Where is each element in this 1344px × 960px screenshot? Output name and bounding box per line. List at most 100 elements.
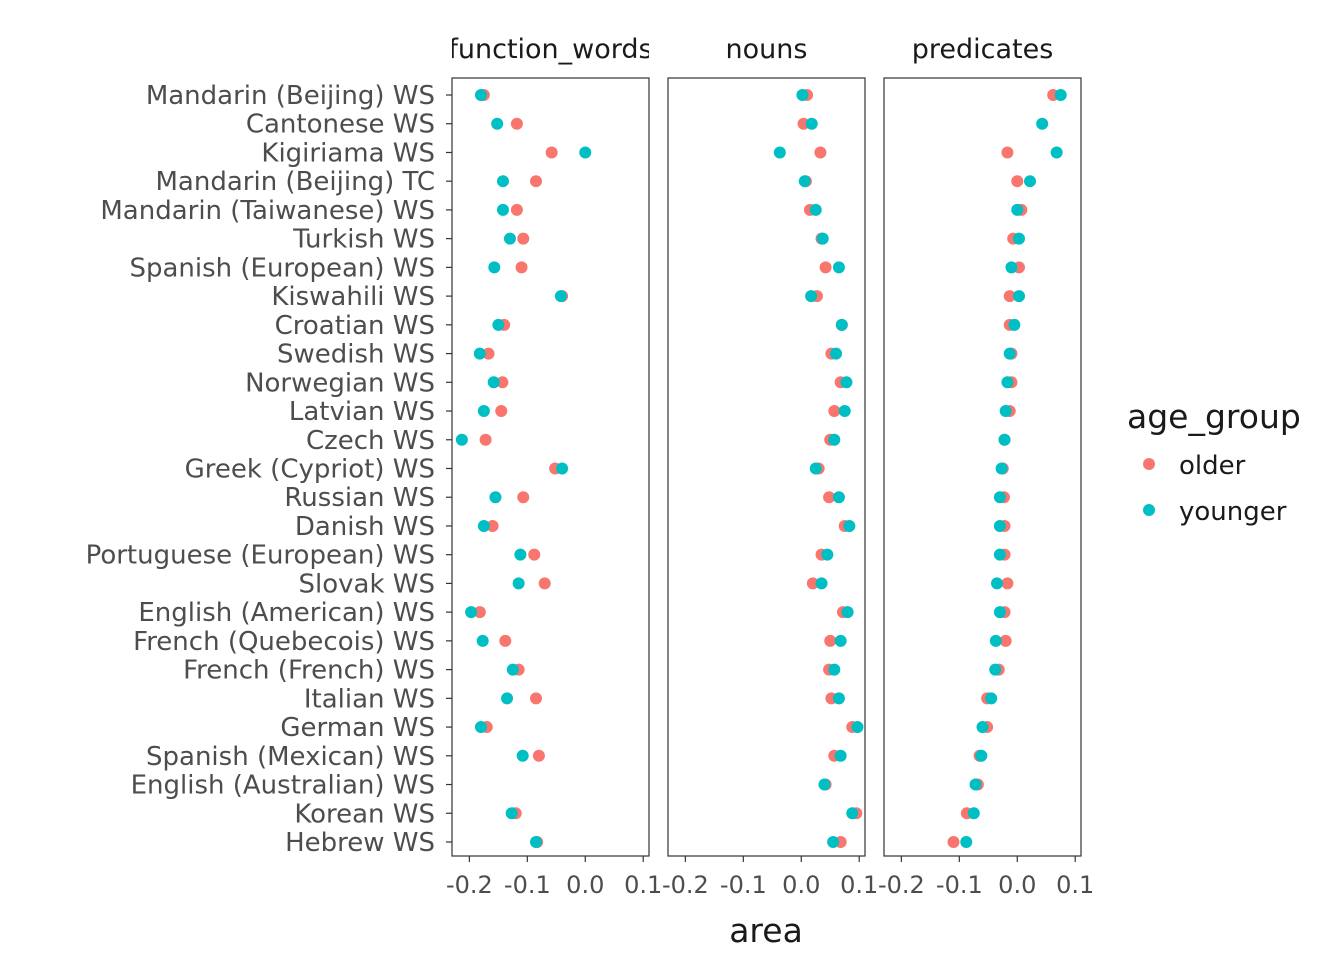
point-younger	[505, 807, 518, 820]
point-older	[473, 606, 486, 619]
point-older	[538, 577, 551, 590]
point-younger	[1011, 203, 1024, 216]
point-older	[814, 146, 827, 159]
point-younger	[828, 433, 841, 446]
y-tick-label: French (Quebecois) WS	[133, 627, 435, 657]
point-older	[482, 347, 495, 360]
y-tick-label: Mandarin (Taiwanese) WS	[100, 196, 435, 226]
point-younger	[496, 175, 509, 188]
point-younger	[474, 721, 487, 734]
point-younger	[501, 692, 514, 705]
x-tick-label: -0.1	[936, 871, 983, 899]
point-younger	[838, 405, 851, 418]
point-younger	[496, 203, 509, 216]
facet-strip-label: nouns	[726, 34, 808, 65]
x-tick-label: -0.2	[446, 871, 493, 899]
x-axis-title: area	[729, 911, 803, 950]
point-younger	[828, 663, 841, 676]
y-tick-label: Danish WS	[295, 512, 435, 542]
point-younger	[975, 749, 988, 762]
point-younger	[851, 721, 864, 734]
point-younger	[969, 778, 982, 791]
point-older	[1003, 290, 1016, 303]
legend-title: age_group	[1127, 397, 1301, 436]
point-younger	[990, 577, 1003, 590]
point-younger	[985, 692, 998, 705]
point-younger	[492, 318, 505, 331]
facet-panel-nouns: nouns -0.2 -0.1 0.0 0.1	[662, 34, 878, 899]
facet-strip-label: predicates	[912, 34, 1054, 65]
x-tick-label: 0.0	[782, 871, 820, 899]
point-younger	[960, 835, 973, 848]
y-tick-label: German WS	[280, 713, 435, 743]
panel-border	[667, 77, 866, 857]
point-older	[532, 749, 545, 762]
point-older	[510, 117, 523, 130]
point-younger	[809, 203, 822, 216]
point-older	[824, 634, 837, 647]
point-older	[517, 491, 530, 504]
y-tick-label: Swedish WS	[277, 340, 435, 370]
x-tick-label: 0.1	[840, 871, 878, 899]
point-younger	[455, 433, 468, 446]
point-younger	[809, 462, 822, 475]
point-younger	[843, 519, 856, 532]
point-older	[499, 634, 512, 647]
x-tick-label: -0.2	[662, 871, 709, 899]
point-younger	[487, 376, 500, 389]
point-younger	[993, 519, 1006, 532]
point-younger	[834, 634, 847, 647]
point-younger	[488, 261, 501, 274]
point-younger	[827, 835, 840, 848]
y-tick-label: Portuguese (European) WS	[86, 541, 435, 571]
y-tick-label: Spanish (European) WS	[129, 253, 435, 283]
y-tick-label: Norwegian WS	[245, 368, 435, 398]
point-younger	[477, 405, 490, 418]
point-younger	[476, 634, 489, 647]
point-younger	[503, 232, 516, 245]
point-younger	[1003, 347, 1016, 360]
point-younger	[473, 347, 486, 360]
facet-strip-label: function_words	[448, 34, 652, 65]
point-younger	[506, 663, 519, 676]
legend-key-older	[1143, 458, 1155, 470]
y-tick-label: Turkish WS	[292, 225, 435, 255]
point-younger	[1054, 89, 1067, 101]
point-younger	[989, 663, 1002, 676]
point-younger	[491, 117, 504, 130]
point-older	[517, 232, 530, 245]
point-older	[479, 433, 492, 446]
point-younger	[477, 519, 490, 532]
legend-label-younger: younger	[1179, 497, 1287, 527]
point-younger	[818, 778, 831, 791]
y-tick-label: Latvian WS	[289, 397, 435, 427]
y-tick-label: Russian WS	[284, 483, 435, 513]
point-younger	[1013, 232, 1026, 245]
point-older	[496, 376, 509, 389]
point-younger	[1036, 117, 1049, 130]
x-tick-label: 0.0	[566, 871, 604, 899]
point-younger	[554, 290, 567, 303]
x-tick-label: 0.1	[624, 871, 662, 899]
y-tick-label: Slovak WS	[299, 569, 436, 599]
y-tick-label: Kigiriama WS	[261, 138, 435, 168]
point-older	[1001, 577, 1014, 590]
point-older	[495, 405, 508, 418]
point-younger	[798, 175, 811, 188]
point-younger	[832, 261, 845, 274]
point-younger	[841, 606, 854, 619]
point-younger	[832, 692, 845, 705]
point-younger	[816, 232, 829, 245]
point-older	[1001, 146, 1014, 159]
point-older	[545, 146, 558, 159]
y-tick-label: Greek (Cypriot) WS	[185, 454, 435, 484]
point-younger	[1001, 376, 1014, 389]
point-younger	[512, 577, 525, 590]
point-younger	[995, 462, 1008, 475]
legend-key-younger	[1143, 504, 1155, 516]
point-older	[999, 634, 1012, 647]
point-younger	[579, 146, 592, 159]
panel-border	[451, 77, 650, 857]
facet-panels: function_words -0.2 -0.1 0.0 0.1 nouns -0.2 -0.…	[446, 34, 1094, 899]
